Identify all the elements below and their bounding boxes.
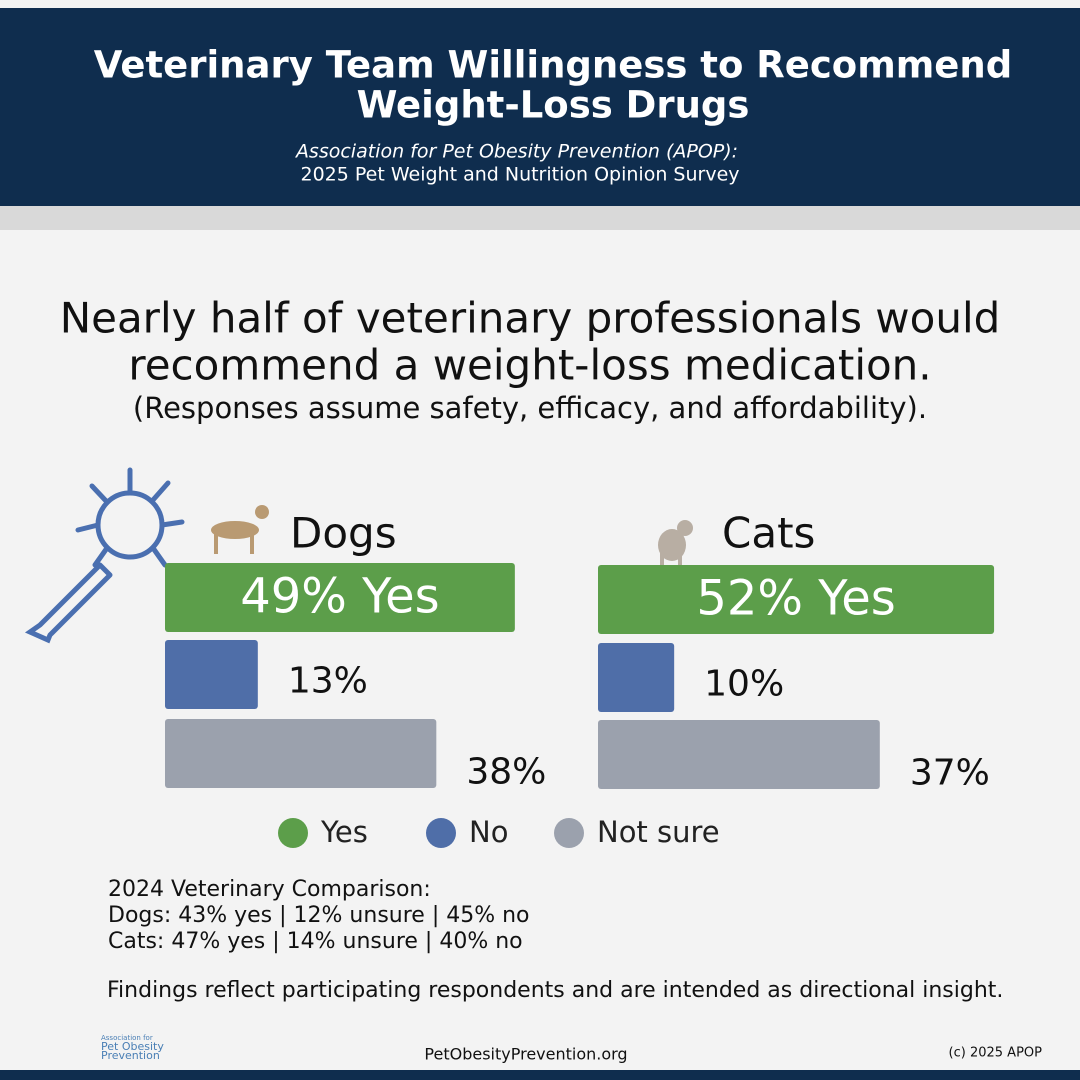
bar <box>598 643 675 712</box>
title: Weight-Loss Drugs <box>357 84 750 127</box>
legend-swatch <box>426 818 456 848</box>
subheadline: (Responses assume safety, efficacy, and … <box>133 391 927 425</box>
legend-label: Not sure <box>597 815 720 849</box>
value-label: 38% <box>466 752 546 793</box>
value-label: 13% <box>288 661 368 702</box>
comparison: Dogs: 43% yes | 12% unsure | 45% no <box>108 903 530 928</box>
bar <box>165 563 515 632</box>
value-label: 49% Yes <box>240 569 439 625</box>
legend-label: Yes <box>320 815 368 849</box>
syringe-icon <box>24 467 185 644</box>
source: Association for Pet Obesity Prevention (… <box>294 141 738 163</box>
title: Veterinary Team Willingness to Recommend <box>94 44 1012 87</box>
logo-text: Pet Obesity <box>101 1040 164 1053</box>
header-band <box>0 8 1080 206</box>
copyright: (c) 2025 APOP <box>949 1046 1043 1061</box>
legend-swatch <box>278 818 308 848</box>
chart-title: Cats <box>722 509 815 558</box>
bar <box>598 565 995 634</box>
bar <box>165 640 258 709</box>
comparison: 2024 Veterinary Comparison: <box>108 877 431 902</box>
bar <box>165 719 437 788</box>
cat-icon <box>658 520 693 568</box>
source: 2025 Pet Weight and Nutrition Opinion Su… <box>300 164 739 186</box>
legend-swatch <box>554 818 584 848</box>
value-label: 37% <box>910 753 990 794</box>
legend-label: No <box>469 815 508 849</box>
footer-url: PetObesityPrevention.org <box>424 1045 627 1064</box>
comparison: Cats: 47% yes | 14% unsure | 40% no <box>108 929 523 954</box>
header-shadow <box>0 206 1080 230</box>
logo-text: Prevention <box>101 1049 160 1062</box>
value-label: 52% Yes <box>696 571 895 627</box>
footer-band <box>0 1070 1080 1080</box>
chart-title: Dogs <box>290 509 397 558</box>
findings: Findings reflect participating responden… <box>107 978 1004 1003</box>
bar <box>598 720 880 789</box>
headline: Nearly half of veterinary professionals … <box>60 294 1001 343</box>
logo-text: Association for <box>101 1034 153 1042</box>
findings-box: Findings reflect participating responden… <box>107 978 1004 1003</box>
dog-icon <box>211 505 269 554</box>
headline: recommend a weight-loss medication. <box>128 341 931 390</box>
value-label: 10% <box>704 664 784 705</box>
